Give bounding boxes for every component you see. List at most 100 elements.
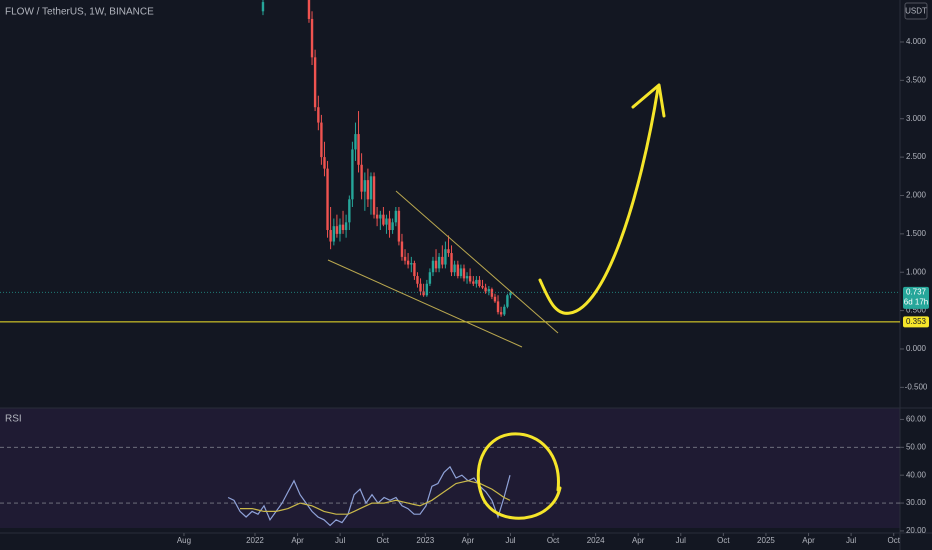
candle-body — [419, 283, 422, 292]
candle-body — [410, 263, 413, 265]
candle-body — [447, 249, 450, 254]
x-tick-label: Oct — [887, 536, 900, 545]
y-tick-label: 1.000 — [906, 267, 927, 276]
candle-body — [406, 260, 410, 265]
candle-body — [450, 253, 453, 273]
candle-body — [391, 222, 394, 231]
candle-body — [462, 268, 466, 279]
x-tick-label: Apr — [291, 536, 304, 545]
candle-body — [437, 256, 441, 269]
candle-body — [375, 214, 379, 219]
candle-body — [382, 214, 385, 225]
y-tick-label: 50.00 — [906, 442, 927, 451]
candle-body — [357, 134, 360, 165]
candle-body — [422, 291, 425, 296]
y-tick-label: 30.00 — [906, 498, 927, 507]
candle-body — [348, 199, 351, 223]
y-tick-label: 2.500 — [906, 152, 927, 161]
x-tick-label: Jul — [846, 536, 856, 545]
y-tick-label: 3.000 — [906, 114, 927, 123]
candle-body — [478, 279, 481, 287]
rsi-line — [240, 480, 511, 515]
candle-body — [403, 256, 407, 261]
candle-body — [369, 176, 373, 200]
candle-body — [431, 260, 435, 273]
candle-body — [441, 256, 444, 265]
candle-body — [326, 168, 329, 231]
candle-body — [313, 57, 317, 108]
candle-body — [310, 18, 314, 58]
y-tick-label: 60.00 — [906, 415, 927, 424]
x-tick-label: Apr — [802, 536, 815, 545]
drawn-arrow — [538, 86, 660, 315]
candle-body — [307, 0, 311, 19]
candle-body — [372, 176, 376, 215]
y-tick-label: 4.000 — [906, 37, 927, 46]
candle-body — [413, 263, 416, 277]
x-tick-label: 2025 — [757, 536, 775, 545]
candle-body — [329, 230, 332, 242]
candle-body — [453, 264, 456, 273]
y-tick-label: -0.500 — [905, 382, 928, 391]
candle-body — [459, 268, 463, 277]
candle-body — [320, 122, 323, 158]
candle-body — [493, 296, 497, 302]
trend-line — [327, 259, 523, 348]
x-tick-label: Oct — [376, 536, 389, 545]
candle-body — [509, 292, 512, 296]
y-tick-label: 40.00 — [906, 470, 927, 479]
y-tick-label: 0.000 — [906, 344, 927, 353]
candle-body — [354, 134, 357, 150]
price-label-box — [903, 286, 929, 309]
candle-body — [503, 306, 506, 315]
candle-body — [332, 226, 336, 242]
x-tick-label: 2023 — [416, 536, 434, 545]
candle-body — [472, 281, 475, 284]
candle-body — [388, 218, 391, 231]
candle-body — [363, 180, 367, 192]
price-label-box — [903, 316, 929, 328]
candle-body — [351, 149, 354, 200]
candle-body — [394, 210, 398, 223]
x-tick-label: Jul — [335, 536, 345, 545]
candle-body — [335, 226, 339, 234]
candle-body — [338, 224, 342, 234]
candle-body — [416, 276, 419, 284]
candle-body — [499, 312, 503, 315]
x-tick-label: Oct — [717, 536, 730, 545]
candle-body — [379, 214, 382, 219]
candle-body — [496, 301, 500, 313]
currency-box — [904, 2, 928, 20]
indicator-title: RSI — [5, 414, 22, 425]
x-tick-label: 2022 — [246, 536, 264, 545]
candle-body — [323, 157, 326, 169]
candle-body — [400, 241, 404, 257]
x-tick-label: 2024 — [587, 536, 605, 545]
chart-title: FLOW / TetherUS, 1W, BINANCE — [5, 7, 154, 18]
candle-body — [341, 224, 345, 231]
candle-body — [465, 276, 469, 279]
candle-body — [490, 289, 494, 297]
candle-body — [456, 264, 460, 277]
x-tick-label: Oct — [547, 536, 560, 545]
candle-body — [261, 2, 265, 12]
drawn-arrowhead — [631, 83, 666, 118]
candle-body — [444, 249, 447, 265]
candle-body — [385, 218, 388, 225]
candle-body — [344, 222, 348, 231]
y-tick-label: 0.500 — [906, 306, 927, 315]
rsi-line — [227, 465, 511, 527]
x-tick-label: Apr — [462, 536, 475, 545]
candle-body — [475, 279, 478, 284]
x-tick-label: Jul — [505, 536, 515, 545]
y-tick-label: 20.00 — [906, 526, 927, 535]
y-tick-label: 3.500 — [906, 75, 927, 84]
candle-body — [468, 276, 472, 282]
drawn-circle — [476, 432, 562, 520]
x-tick-label: Jul — [676, 536, 686, 545]
x-tick-label: Apr — [632, 536, 645, 545]
candle-body — [506, 295, 509, 307]
